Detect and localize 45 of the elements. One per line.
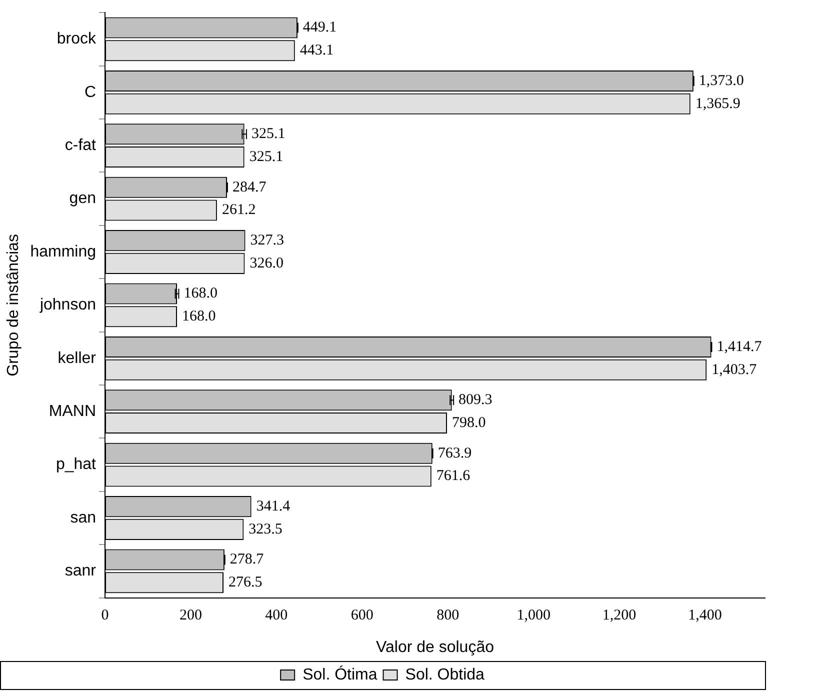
y-tick-label: c-fat [64, 137, 97, 154]
x-axis-title: Valor de solução [376, 638, 494, 656]
data-label: 168.0 [184, 286, 218, 302]
data-label: 449.1 [302, 20, 337, 36]
x-tick-label: 400 [265, 608, 288, 624]
data-label: 1,365.9 [695, 96, 740, 112]
y-axis-title: Grupo de instâncias [5, 234, 22, 376]
x-tick-label: 1,000 [516, 608, 550, 624]
y-tick-label: sanr [64, 562, 97, 580]
data-label: 278.7 [230, 552, 264, 568]
y-tick-label: keller [58, 350, 97, 367]
data-label: 284.7 [232, 179, 267, 196]
data-label: 168.0 [182, 308, 216, 325]
data-label: 276.5 [228, 574, 262, 591]
data-label: 798.0 [452, 414, 486, 431]
x-tick-label: 600 [350, 608, 374, 624]
data-label: 1,373.0 [698, 72, 744, 89]
y-tick-label: p_hat [56, 456, 97, 474]
y-tick-label: hamming [30, 243, 96, 260]
data-label: 323.5 [248, 521, 282, 538]
data-label: 761.6 [436, 468, 471, 484]
data-label: 1,414.7 [716, 338, 762, 355]
data-label: 809.3 [458, 392, 492, 408]
data-label: 325.1 [251, 126, 286, 142]
data-label: 1,403.7 [712, 362, 758, 378]
data-label: 325.1 [249, 148, 284, 165]
x-tick-label: 1,400 [688, 608, 722, 624]
y-tick-label: gen [69, 190, 96, 208]
data-label: 763.9 [438, 445, 472, 462]
data-label: 341.4 [256, 498, 291, 514]
legend-label: Sol. Obtida [405, 666, 485, 684]
data-label: 443.1 [300, 42, 334, 59]
data-label: 327.3 [250, 232, 284, 248]
y-tick-label: MANN [48, 403, 96, 420]
x-tick-label: 1,200 [602, 608, 636, 624]
y-tick-label: C [84, 84, 96, 101]
y-tick-label: san [70, 509, 96, 526]
x-tick-label: 0 [101, 608, 109, 624]
legend-label: Sol. Ótima [302, 665, 378, 684]
x-tick-label: 200 [179, 608, 202, 624]
x-tick-label: 800 [436, 608, 460, 624]
y-tick-label: brock [56, 30, 98, 48]
y-tick-label: johnson [38, 296, 96, 314]
data-label: 261.2 [222, 202, 256, 218]
data-label: 326.0 [250, 255, 284, 272]
